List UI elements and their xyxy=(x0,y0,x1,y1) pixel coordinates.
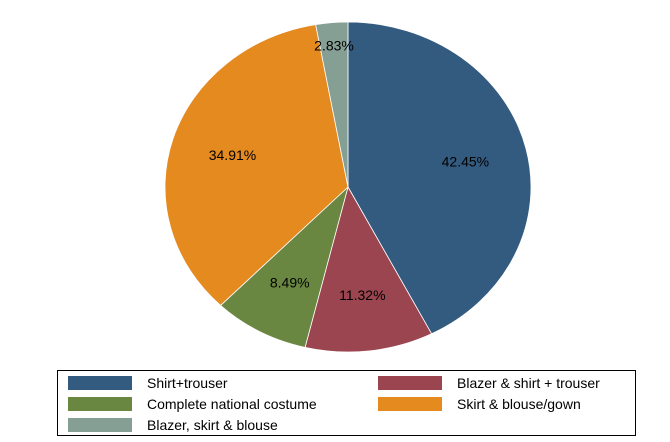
legend-label-0: Shirt+trouser xyxy=(147,375,228,391)
legend-item-4: Blazer, skirt & blouse xyxy=(68,415,278,435)
legend-item-1: Blazer & shirt + trouser xyxy=(378,373,600,393)
legend-swatch-2 xyxy=(68,397,132,411)
legend: Shirt+trouser Blazer & shirt + trouser Com… xyxy=(57,370,636,436)
legend-label-1: Blazer & shirt + trouser xyxy=(457,375,600,391)
legend-item-3: Skirt & blouse/gown xyxy=(378,394,581,414)
slice-labels: 42.45% 11.32% 8.49% 34.91% 2.83% xyxy=(209,38,489,303)
legend-label-2: Complete national costume xyxy=(147,396,317,412)
legend-item-2: Complete national costume xyxy=(68,394,317,414)
slice-label-4: 2.83% xyxy=(314,38,354,54)
slice-label-3: 34.91% xyxy=(209,147,256,163)
pie-slice-1 xyxy=(304,185,433,353)
slice-label-1: 11.32% xyxy=(339,287,385,303)
slice-label-2: 8.49% xyxy=(270,274,310,290)
legend-item-0: Shirt+trouser xyxy=(68,373,228,393)
pie-slices xyxy=(164,21,532,353)
slice-label-0: 42.45% xyxy=(442,153,489,169)
legend-swatch-0 xyxy=(68,376,132,390)
pie-slice-3 xyxy=(164,24,349,306)
legend-swatch-1 xyxy=(378,376,442,390)
legend-label-3: Skirt & blouse/gown xyxy=(457,396,581,412)
legend-swatch-3 xyxy=(378,397,442,411)
pie-chart: 42.45% 11.32% 8.49% 34.91% 2.83% xyxy=(164,21,532,353)
pie-slice-0 xyxy=(347,21,532,335)
pie-slice-4 xyxy=(315,21,349,188)
legend-label-4: Blazer, skirt & blouse xyxy=(147,417,278,433)
pie-slice-2 xyxy=(219,185,349,348)
legend-swatch-4 xyxy=(68,418,132,432)
